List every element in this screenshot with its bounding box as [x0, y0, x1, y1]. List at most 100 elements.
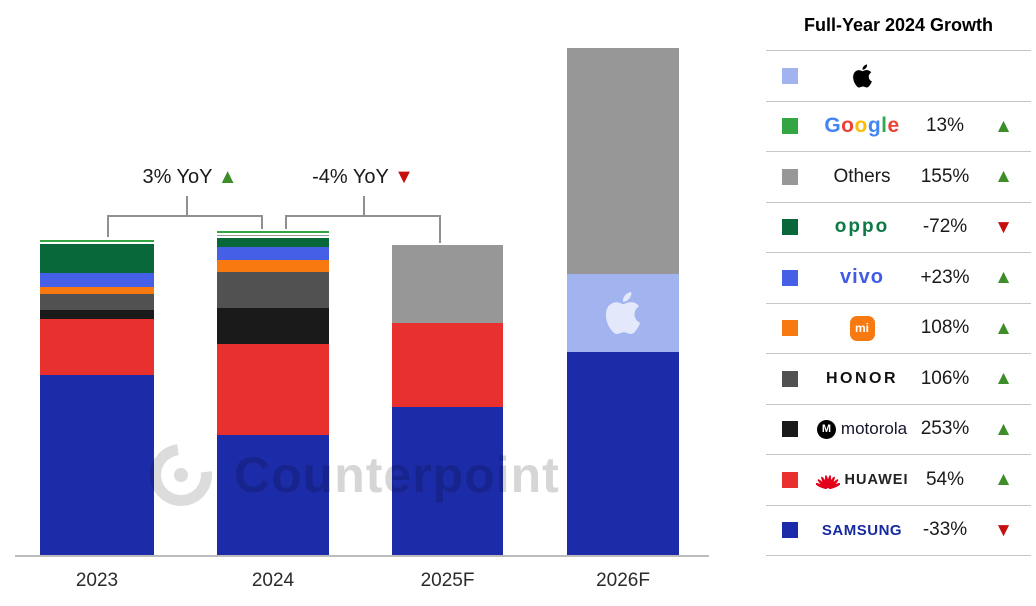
huawei-petal-icon	[815, 474, 840, 489]
yoy-annotation-2024: 3% YoY ▲	[90, 166, 290, 189]
x-label-2024: 2024	[251, 570, 295, 591]
xiaomi-growth-arrow: ▲	[994, 317, 1013, 339]
google-letter: l	[881, 114, 888, 138]
x-axis-line	[15, 555, 709, 557]
stacked-bar-2025f	[392, 245, 503, 556]
google-letter: o	[841, 114, 855, 138]
x-label-2026f: 2026F	[596, 570, 650, 591]
bar-segment-xiaomi	[217, 260, 329, 272]
others-swatch	[782, 168, 798, 185]
bracket-stem-1	[186, 196, 188, 216]
legend-row-motorola: M motorola 253% ▲	[766, 405, 1031, 455]
bar-segment-samsung	[40, 375, 154, 556]
legend-row-oppo: oppo -72% ▼	[766, 203, 1031, 253]
vivo-logo: vivo	[839, 266, 885, 289]
down-triangle-icon: ▼	[394, 166, 414, 188]
honor-logo: HONOR	[825, 369, 899, 387]
bar-segment-google	[217, 231, 329, 235]
huawei-growth-value: 54%	[925, 468, 965, 490]
up-triangle-icon: ▲	[217, 166, 238, 188]
motorola-logo: M motorola	[810, 419, 914, 439]
vivo-growth-value: +23%	[920, 266, 970, 288]
bar-segment-others	[567, 48, 679, 274]
huawei-swatch	[782, 471, 798, 488]
xiaomi-growth-value: 108%	[920, 317, 970, 339]
oppo-logo: oppo	[834, 216, 890, 238]
honor-swatch	[782, 370, 798, 387]
oppo-growth-arrow: ▼	[994, 216, 1013, 238]
vivo-swatch	[782, 269, 798, 286]
legend-row-huawei: HUAWEI 54% ▲	[766, 455, 1031, 506]
bar-segment-others	[217, 235, 329, 238]
others-growth-arrow: ▲	[994, 166, 1013, 188]
honor-growth-value: 106%	[920, 367, 970, 389]
bar-segment-samsung	[392, 407, 503, 556]
bar-segment-oppo	[40, 244, 154, 273]
huawei-wordmark: HUAWEI	[844, 471, 909, 488]
legend-title: Full-Year 2024 Growth	[766, 0, 1031, 51]
bracket-horizontal-1	[107, 215, 263, 217]
others-label: Others	[833, 165, 891, 187]
yoy-annotation-2024-label: 3% YoY	[142, 166, 213, 188]
bar-segment-google	[40, 240, 154, 244]
google-letter: e	[887, 114, 900, 138]
motorola-growth-value: 253%	[920, 418, 970, 440]
bar-segment-xiaomi	[40, 287, 154, 294]
legend-row-honor: HONOR 106% ▲	[766, 354, 1031, 405]
bar-segment-huawei	[217, 344, 329, 435]
others-growth-value: 155%	[920, 165, 970, 187]
motorola-m-icon: M	[816, 419, 836, 439]
bracket-left-tick-2	[285, 215, 287, 229]
huawei-logo: HUAWEI	[810, 470, 914, 490]
samsung-growth-arrow: ▼	[994, 519, 1013, 541]
motorola-swatch	[782, 421, 798, 438]
samsung-growth-value: -33%	[922, 519, 968, 541]
bar-segment-samsung	[217, 435, 329, 556]
legend-row-vivo: vivo +23% ▲	[766, 253, 1031, 304]
honor-growth-arrow: ▲	[994, 368, 1013, 390]
bracket-right-tick-2	[439, 215, 441, 243]
google-swatch	[782, 118, 798, 135]
bar-segment-vivo	[40, 273, 154, 287]
yoy-annotation-2025f-label: -4% YoY	[312, 166, 389, 188]
google-letter: G	[824, 114, 842, 138]
legend-row-samsung: SAMSUNG -33% ▼	[766, 506, 1031, 556]
bar-segment-others	[392, 245, 503, 323]
xiaomi-logo-icon: mi	[810, 315, 914, 341]
stacked-bar-2026f	[567, 48, 679, 556]
google-letter: o	[854, 114, 868, 138]
motorola-growth-arrow: ▲	[994, 418, 1013, 440]
oppo-growth-value: -72%	[922, 216, 968, 238]
yoy-annotation-2025f: -4% YoY ▼	[263, 166, 463, 189]
x-label-2023: 2023	[75, 570, 119, 591]
apple-logo-in-bar-icon	[567, 290, 679, 336]
motorola-wordmark: motorola	[840, 419, 908, 439]
bracket-stem-2	[363, 196, 365, 216]
apple-logo-icon	[810, 63, 914, 89]
oppo-swatch	[782, 219, 798, 236]
google-growth-arrow: ▲	[994, 115, 1013, 137]
bar-segment-motorola	[40, 310, 154, 319]
stacked-bar-2023	[40, 240, 154, 556]
xiaomi-swatch	[782, 320, 798, 337]
mi-badge: mi	[849, 315, 875, 341]
bracket-horizontal-2	[285, 215, 441, 217]
vivo-growth-arrow: ▲	[994, 267, 1013, 289]
bracket-right-tick-1	[261, 215, 263, 229]
bar-segment-motorola	[217, 308, 329, 344]
bar-segment-huawei	[392, 323, 503, 407]
bracket-left-tick-1	[107, 215, 109, 237]
legend-row-others: Others 155% ▲	[766, 152, 1031, 203]
bar-segment-oppo	[217, 238, 329, 247]
bar-segment-huawei	[40, 319, 154, 375]
google-letter: g	[867, 114, 882, 138]
samsung-logo: SAMSUNG	[821, 521, 903, 539]
legend-row-apple	[766, 51, 1031, 102]
x-label-2025f: 2025F	[420, 570, 475, 591]
stacked-bar-2024	[217, 231, 329, 556]
samsung-swatch	[782, 522, 798, 539]
